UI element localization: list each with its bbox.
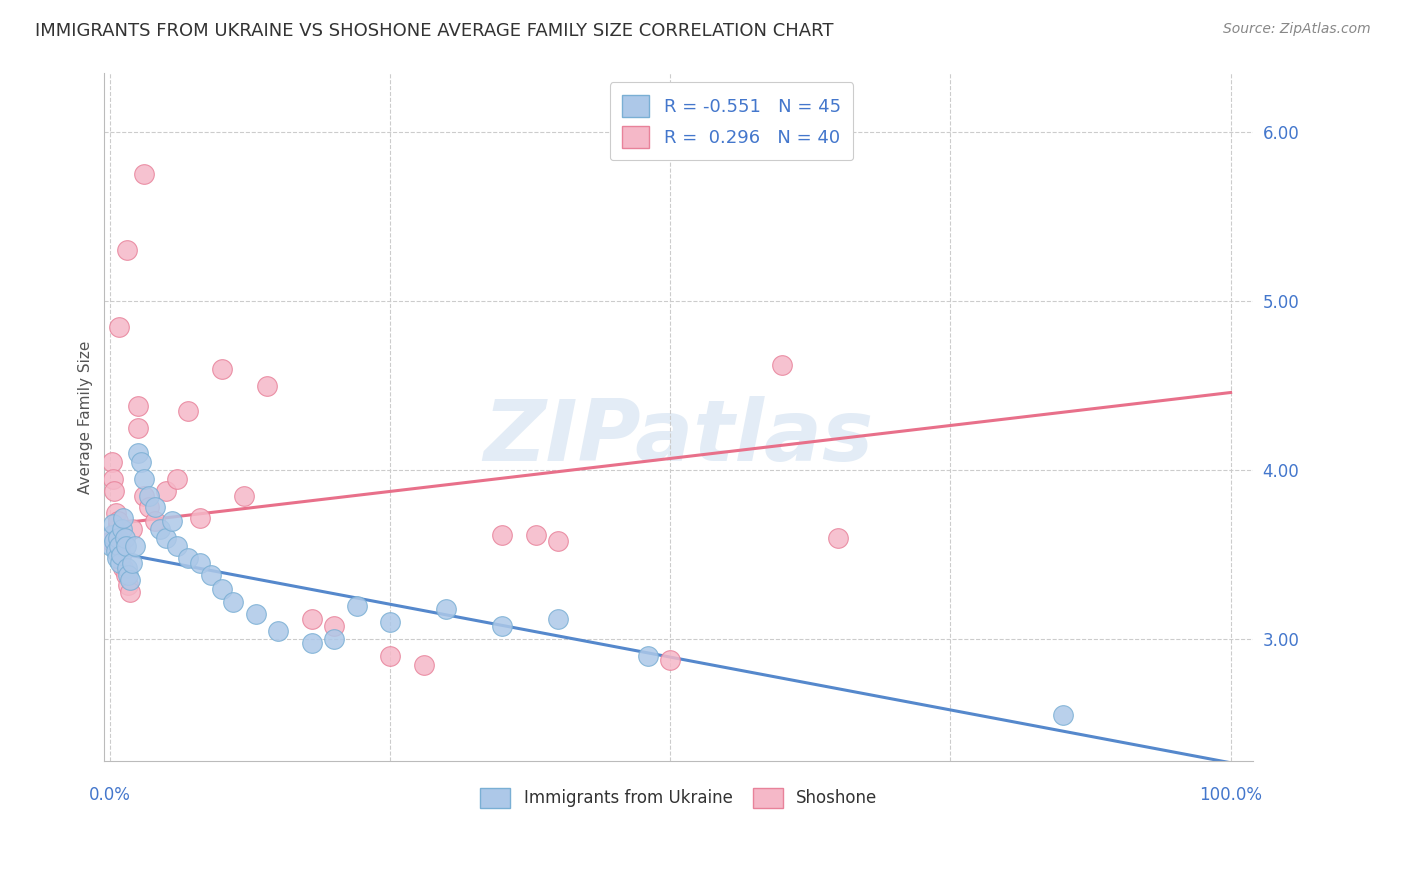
Point xyxy=(110,548,132,562)
Point xyxy=(143,500,166,515)
Point xyxy=(124,540,146,554)
Point xyxy=(524,527,547,541)
Text: 0.0%: 0.0% xyxy=(89,786,131,804)
Point xyxy=(108,540,131,554)
Point xyxy=(120,585,142,599)
Point xyxy=(100,534,122,549)
Point xyxy=(107,514,129,528)
Point xyxy=(143,514,166,528)
Point xyxy=(412,657,434,672)
Point xyxy=(491,619,513,633)
Point xyxy=(110,548,132,562)
Point xyxy=(103,517,125,532)
Point xyxy=(770,359,793,373)
Point xyxy=(107,531,129,545)
Text: Source: ZipAtlas.com: Source: ZipAtlas.com xyxy=(1223,22,1371,37)
Point xyxy=(114,540,136,554)
Point xyxy=(103,483,125,498)
Point xyxy=(103,534,125,549)
Point xyxy=(547,534,569,549)
Point xyxy=(256,378,278,392)
Point xyxy=(115,561,138,575)
Point xyxy=(378,615,401,630)
Point xyxy=(112,561,135,575)
Point xyxy=(659,771,682,785)
Point xyxy=(267,624,290,638)
Point xyxy=(114,568,136,582)
Point xyxy=(188,510,211,524)
Point xyxy=(211,362,233,376)
Point xyxy=(111,523,134,537)
Point xyxy=(108,319,131,334)
Legend: Immigrants from Ukraine, Shoshone: Immigrants from Ukraine, Shoshone xyxy=(474,781,884,814)
Point xyxy=(659,653,682,667)
Point xyxy=(131,455,153,469)
Point xyxy=(117,568,139,582)
Point xyxy=(114,531,136,545)
Point xyxy=(101,455,124,469)
Y-axis label: Average Family Size: Average Family Size xyxy=(79,341,93,493)
Point xyxy=(188,556,211,570)
Point xyxy=(108,556,131,570)
Point xyxy=(177,551,200,566)
Point xyxy=(101,527,124,541)
Point xyxy=(155,531,177,545)
Point xyxy=(108,531,131,545)
Text: IMMIGRANTS FROM UKRAINE VS SHOSHONE AVERAGE FAMILY SIZE CORRELATION CHART: IMMIGRANTS FROM UKRAINE VS SHOSHONE AVER… xyxy=(35,22,834,40)
Point xyxy=(827,531,849,545)
Point xyxy=(104,544,127,558)
Point xyxy=(105,551,128,566)
Point xyxy=(112,510,135,524)
Point xyxy=(138,489,160,503)
Point xyxy=(132,168,155,182)
Point xyxy=(127,421,149,435)
Point xyxy=(245,607,267,621)
Point xyxy=(117,578,139,592)
Point xyxy=(547,612,569,626)
Point xyxy=(233,489,256,503)
Text: 100.0%: 100.0% xyxy=(1199,786,1263,804)
Point xyxy=(127,399,149,413)
Point xyxy=(105,523,128,537)
Point xyxy=(115,244,138,258)
Point xyxy=(160,514,183,528)
Point xyxy=(434,602,457,616)
Point xyxy=(104,506,127,520)
Point xyxy=(121,556,143,570)
Point xyxy=(200,568,222,582)
Point xyxy=(132,472,155,486)
Point xyxy=(177,404,200,418)
Point xyxy=(637,649,659,664)
Text: ZIPatlas: ZIPatlas xyxy=(484,396,873,479)
Point xyxy=(323,619,346,633)
Point xyxy=(149,523,172,537)
Point xyxy=(138,500,160,515)
Point xyxy=(166,472,188,486)
Point xyxy=(1052,708,1074,723)
Point xyxy=(301,636,323,650)
Point xyxy=(121,523,143,537)
Point xyxy=(211,582,233,596)
Point xyxy=(323,632,346,647)
Point xyxy=(155,483,177,498)
Point xyxy=(378,649,401,664)
Point xyxy=(100,540,122,554)
Point xyxy=(132,489,155,503)
Point xyxy=(222,595,245,609)
Point xyxy=(108,540,131,554)
Point xyxy=(127,446,149,460)
Point xyxy=(301,612,323,626)
Point xyxy=(166,540,188,554)
Point xyxy=(346,599,368,613)
Point xyxy=(103,472,125,486)
Point xyxy=(120,573,142,587)
Point xyxy=(491,527,513,541)
